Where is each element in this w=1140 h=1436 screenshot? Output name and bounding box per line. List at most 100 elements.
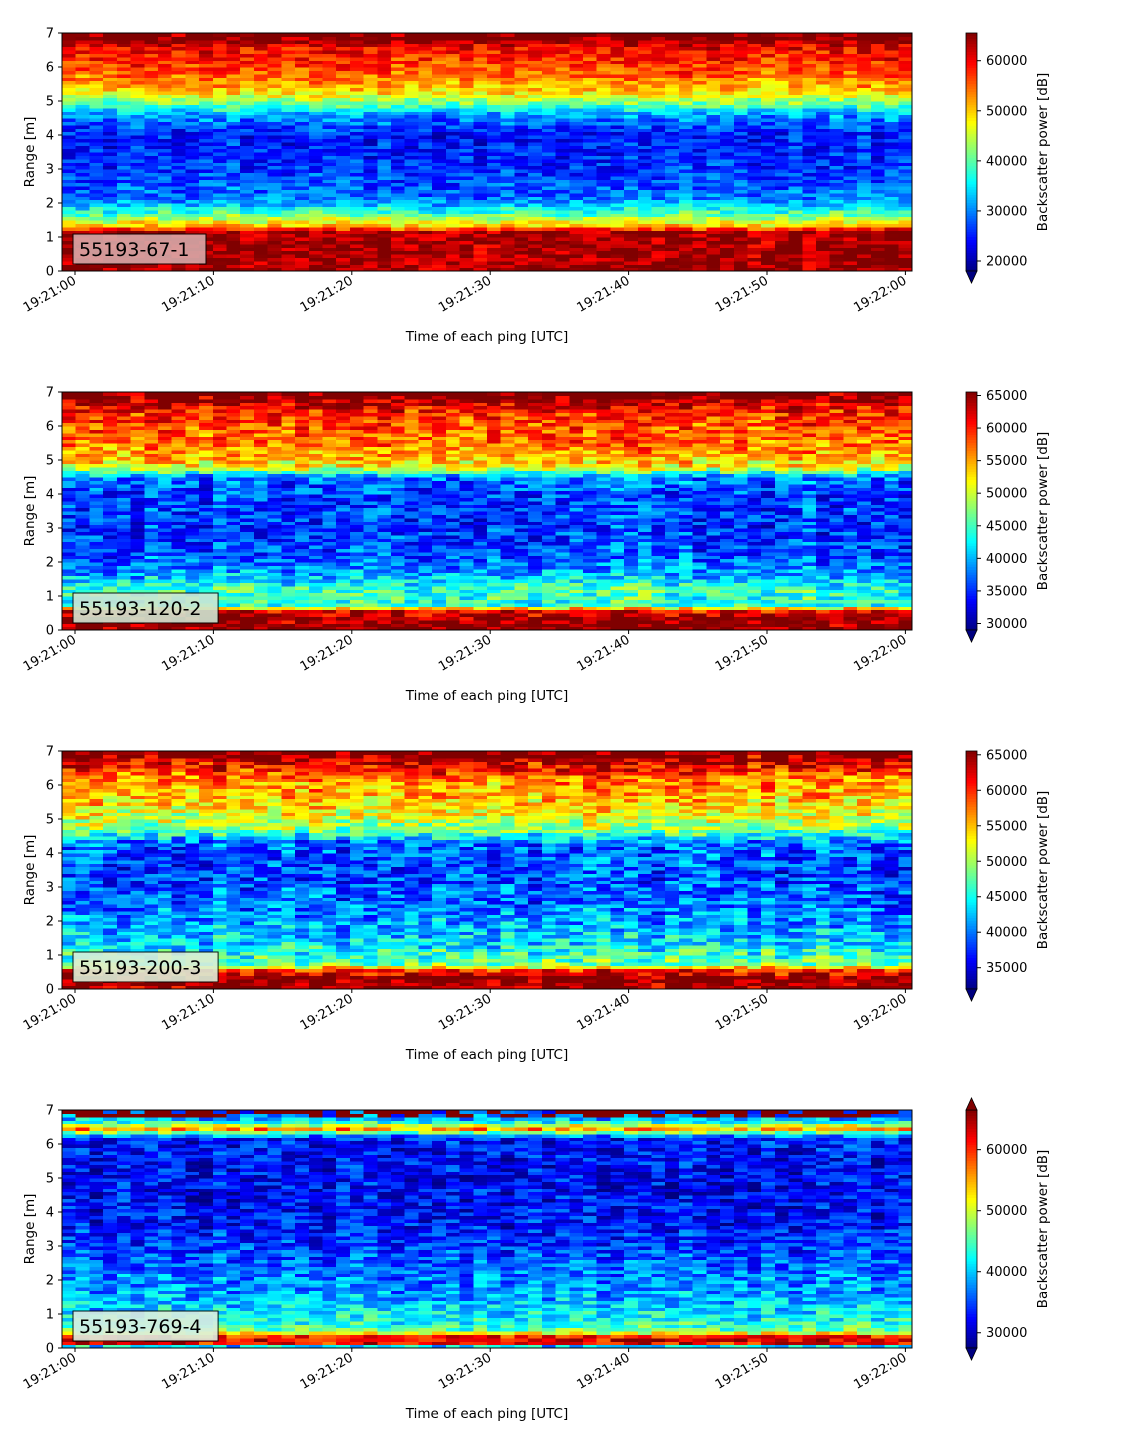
heatmap-cell xyxy=(75,470,91,475)
heatmap-cell xyxy=(308,192,324,197)
heatmap-cell xyxy=(569,226,584,231)
heatmap-cell xyxy=(130,121,145,126)
heatmap-cell xyxy=(157,199,173,204)
heatmap-cell xyxy=(774,216,790,221)
heatmap-cell xyxy=(459,33,474,37)
heatmap-cell xyxy=(528,158,543,163)
heatmap-cell xyxy=(418,233,433,238)
heatmap-cell xyxy=(157,121,173,126)
heatmap-cell xyxy=(89,402,104,407)
heatmap-cell xyxy=(487,216,502,221)
heatmap-cell xyxy=(171,53,186,58)
heatmap-cell xyxy=(144,101,159,105)
heatmap-cell xyxy=(75,124,91,129)
heatmap-cell xyxy=(816,250,831,255)
heatmap-cell xyxy=(62,39,77,44)
heatmap-cell xyxy=(144,121,159,126)
heatmap-cell xyxy=(624,192,639,197)
heatmap-cell xyxy=(720,182,735,187)
heatmap-cell xyxy=(528,165,543,170)
heatmap-cell xyxy=(267,233,282,238)
heatmap-cell xyxy=(89,138,104,143)
heatmap-cell xyxy=(473,192,488,197)
heatmap-cell xyxy=(459,216,474,221)
heatmap-cell xyxy=(171,90,186,95)
heatmap-cell xyxy=(514,226,529,231)
heatmap-cell xyxy=(418,243,433,248)
heatmap-cell xyxy=(349,158,365,163)
heatmap-cell xyxy=(171,111,186,116)
heatmap-cell xyxy=(130,196,145,201)
heatmap-cell xyxy=(857,131,872,136)
heatmap-cell xyxy=(130,162,145,167)
heatmap-cell xyxy=(487,192,502,197)
heatmap-cell xyxy=(624,175,639,180)
heatmap-cell xyxy=(432,182,447,187)
heatmap-cell xyxy=(185,209,200,214)
heatmap-cell xyxy=(720,233,735,238)
heatmap-cell xyxy=(185,90,200,95)
heatmap-cell xyxy=(665,182,680,187)
heatmap-cell xyxy=(884,158,899,163)
heatmap-cell xyxy=(226,264,241,269)
heatmap-cell xyxy=(267,141,282,146)
heatmap-cell xyxy=(116,206,132,211)
heatmap-cell xyxy=(267,243,282,248)
heatmap-cell xyxy=(157,53,173,58)
heatmap-cell xyxy=(281,182,296,187)
heatmap-cell xyxy=(774,141,790,146)
heatmap-cell xyxy=(75,77,91,82)
heatmap-cell xyxy=(870,131,886,136)
heatmap-cell xyxy=(774,199,790,204)
heatmap-cell xyxy=(199,182,214,187)
heatmap-cell xyxy=(377,141,392,146)
heatmap-cell xyxy=(144,87,159,92)
heatmap-cell xyxy=(89,84,104,88)
heatmap-cell xyxy=(103,487,118,492)
heatmap-cell xyxy=(103,135,118,139)
heatmap-cell xyxy=(116,402,132,407)
heatmap-cell xyxy=(774,264,790,269)
heatmap-cell xyxy=(157,172,173,177)
heatmap-cell xyxy=(62,46,77,51)
heatmap-cell xyxy=(857,182,872,187)
heatmap-cell xyxy=(582,250,598,255)
heatmap-cell xyxy=(62,162,77,167)
heatmap-cell xyxy=(157,90,173,95)
heatmap-cell xyxy=(62,260,77,265)
heatmap-cell xyxy=(637,141,653,146)
heatmap-cell xyxy=(103,182,118,187)
heatmap-cell xyxy=(445,148,461,153)
heatmap-cell xyxy=(89,470,104,475)
heatmap-cell xyxy=(75,402,91,407)
heatmap-cell xyxy=(349,33,365,37)
heatmap-cell xyxy=(898,199,913,204)
heatmap-cell xyxy=(103,226,118,231)
heatmap-cell xyxy=(75,33,91,37)
heatmap-cell xyxy=(596,182,611,187)
heatmap-cell xyxy=(212,175,228,180)
heatmap-cell xyxy=(144,267,159,272)
heatmap-cell xyxy=(500,264,516,269)
heatmap-cell xyxy=(130,419,145,424)
heatmap-cell xyxy=(624,243,639,248)
heatmap-cell xyxy=(569,131,584,136)
heatmap-cell xyxy=(500,192,516,197)
heatmap-cell xyxy=(62,240,77,245)
heatmap-cell xyxy=(281,250,296,255)
heatmap-cell xyxy=(62,43,77,48)
heatmap-cell xyxy=(391,199,406,204)
heatmap-cell xyxy=(418,216,433,221)
heatmap-cell xyxy=(514,233,529,238)
heatmap-cell xyxy=(404,264,420,269)
heatmap-cell xyxy=(89,111,104,116)
heatmap-cell xyxy=(624,233,639,238)
heatmap-cell xyxy=(829,250,845,255)
heatmap-cell xyxy=(185,213,200,218)
heatmap-cell xyxy=(898,250,913,255)
heatmap-cell xyxy=(445,158,461,163)
heatmap-cell xyxy=(75,121,91,126)
heatmap-cell xyxy=(144,118,159,122)
heatmap-cell xyxy=(171,267,186,272)
